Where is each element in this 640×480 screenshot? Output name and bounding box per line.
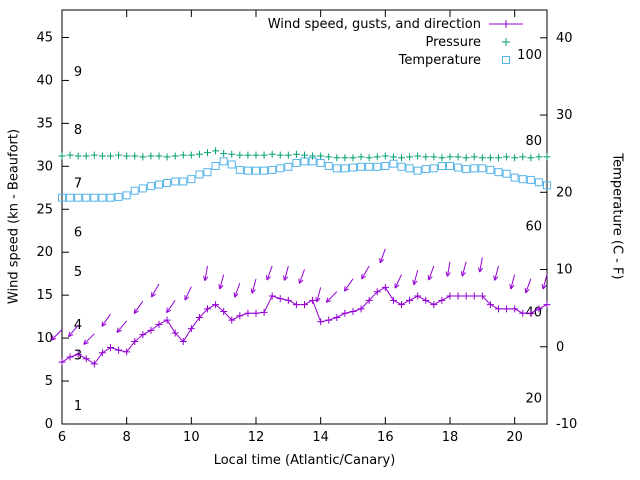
plot-border — [61, 9, 548, 425]
svg-text:30: 30 — [36, 159, 53, 174]
svg-text:1: 1 — [74, 399, 82, 414]
right-axis-title: Temperature (C - F) — [609, 153, 625, 280]
svg-text:6: 6 — [58, 430, 66, 445]
pressure-series — [58, 147, 551, 162]
legend: Wind speed, gusts, and direction Pressur… — [0, 15, 640, 69]
svg-text:14: 14 — [312, 430, 329, 445]
svg-text:6: 6 — [74, 225, 82, 240]
svg-text:20: 20 — [36, 245, 53, 260]
temperature-square-icon — [502, 56, 510, 64]
svg-text:40: 40 — [36, 73, 53, 88]
svg-text:10: 10 — [36, 331, 53, 346]
svg-text:16: 16 — [377, 430, 394, 445]
svg-text:18: 18 — [442, 430, 459, 445]
x-axis-title: Local time (Atlantic/Canary) — [213, 453, 396, 468]
temperature-series — [58, 157, 551, 202]
svg-text:80: 80 — [525, 134, 542, 149]
svg-text:30: 30 — [556, 108, 573, 123]
svg-text:40: 40 — [556, 31, 573, 46]
svg-text:10: 10 — [556, 263, 573, 278]
wind-direction-arrows — [50, 248, 548, 345]
svg-text:20: 20 — [525, 391, 542, 406]
legend-label-temperature: Temperature — [398, 52, 481, 68]
svg-text:60: 60 — [525, 220, 542, 235]
svg-text:-10: -10 — [556, 417, 577, 432]
svg-text:9: 9 — [74, 65, 82, 80]
svg-text:8: 8 — [74, 123, 82, 138]
svg-text:100: 100 — [517, 48, 542, 63]
svg-text:8: 8 — [123, 430, 131, 445]
svg-text:25: 25 — [36, 202, 53, 217]
legend-entry-pressure: Pressure — [0, 33, 523, 51]
svg-text:35: 35 — [36, 116, 53, 131]
svg-text:0: 0 — [556, 340, 564, 355]
left-axis-title: Wind speed (kn - Beaufort) — [6, 128, 22, 305]
svg-text:12: 12 — [248, 430, 265, 445]
legend-entry-temperature: Temperature — [0, 51, 523, 69]
svg-text:0: 0 — [45, 417, 53, 432]
svg-text:5: 5 — [74, 265, 82, 280]
svg-text:45: 45 — [36, 30, 53, 45]
svg-text:15: 15 — [36, 288, 53, 303]
svg-text:5: 5 — [45, 374, 53, 389]
legend-entry-wind: Wind speed, gusts, and direction — [0, 15, 523, 33]
legend-label-wind: Wind speed, gusts, and direction — [267, 16, 481, 32]
svg-text:10: 10 — [183, 430, 200, 445]
legend-label-pressure: Pressure — [425, 34, 481, 50]
pressure-plus-icon — [502, 38, 510, 46]
svg-text:20: 20 — [506, 430, 523, 445]
svg-text:20: 20 — [556, 185, 573, 200]
svg-text:7: 7 — [74, 177, 82, 192]
wind-line-plus-icon — [489, 20, 523, 28]
wind-speed-series — [58, 283, 551, 368]
axis-ticks: 6 8 10 12 14 16 18 20051015202530354045-1001020… — [36, 10, 577, 445]
